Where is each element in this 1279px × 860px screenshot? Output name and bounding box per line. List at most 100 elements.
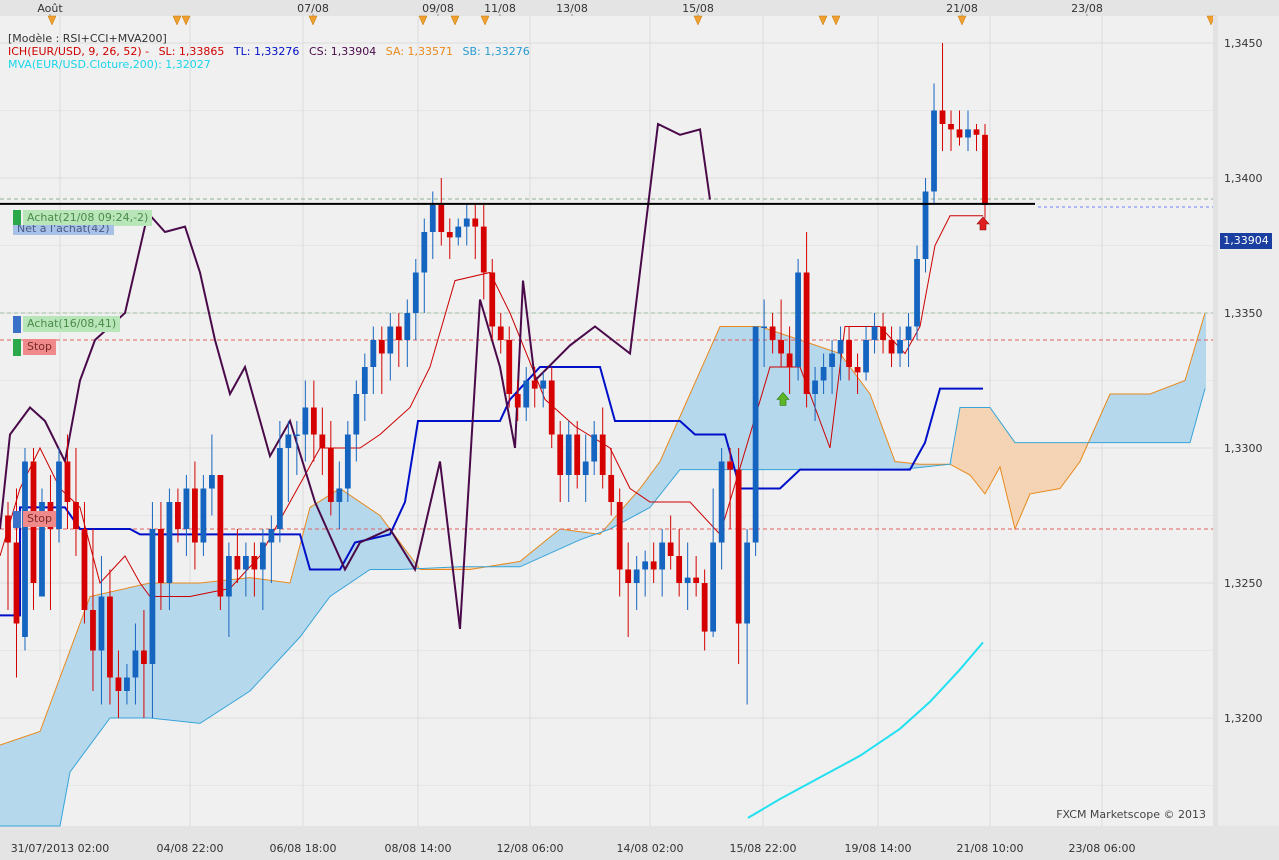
candle-body[interactable]: [158, 529, 164, 583]
candle-body[interactable]: [795, 272, 801, 368]
candle-body[interactable]: [166, 502, 173, 583]
candle-body[interactable]: [387, 326, 394, 354]
candle-body[interactable]: [667, 542, 674, 557]
candle-body[interactable]: [684, 577, 691, 583]
candle-body[interactable]: [276, 448, 283, 529]
candle-body[interactable]: [616, 502, 623, 570]
candle-body[interactable]: [302, 407, 309, 435]
candle-body[interactable]: [132, 650, 139, 678]
candle-body[interactable]: [5, 515, 11, 543]
candle-body[interactable]: [446, 232, 453, 238]
candle-body[interactable]: [268, 529, 275, 543]
candle-body[interactable]: [506, 340, 513, 394]
candle-body[interactable]: [863, 340, 869, 373]
candle-body[interactable]: [540, 380, 547, 389]
candle-body[interactable]: [438, 205, 445, 232]
candle-body[interactable]: [769, 326, 776, 341]
candle-body[interactable]: [242, 556, 249, 570]
candle-body[interactable]: [336, 488, 343, 503]
candle-body[interactable]: [344, 434, 351, 489]
order-label-stop1[interactable]: Stop: [23, 339, 57, 355]
candle-body[interactable]: [285, 434, 292, 449]
candle-body[interactable]: [404, 313, 411, 340]
candle-body[interactable]: [905, 326, 912, 341]
event-marker-icon[interactable]: [480, 15, 490, 26]
candle-body[interactable]: [574, 434, 581, 476]
candle-body[interactable]: [234, 556, 241, 570]
candle-body[interactable]: [625, 569, 632, 584]
buy-arrow-icon[interactable]: [776, 391, 790, 406]
candle-body[interactable]: [939, 110, 946, 125]
order-tag-achat1[interactable]: [13, 210, 21, 227]
candle-body[interactable]: [90, 610, 96, 651]
candle-body[interactable]: [73, 502, 79, 529]
candle-body[interactable]: [659, 542, 666, 570]
candle-body[interactable]: [489, 272, 496, 327]
candle-body[interactable]: [56, 461, 62, 530]
candle-body[interactable]: [982, 134, 988, 205]
candle-body[interactable]: [472, 218, 479, 227]
candle-body[interactable]: [701, 583, 708, 632]
candle-body[interactable]: [39, 502, 45, 597]
candle-body[interactable]: [710, 542, 717, 632]
candle-body[interactable]: [209, 475, 215, 489]
event-marker-icon[interactable]: [418, 15, 428, 26]
candle-body[interactable]: [752, 326, 759, 543]
candle-body[interactable]: [13, 542, 20, 624]
candle-body[interactable]: [931, 110, 937, 192]
event-marker-icon[interactable]: [450, 15, 460, 26]
candle-body[interactable]: [353, 394, 360, 435]
candle-body[interactable]: [259, 542, 266, 570]
candle-body[interactable]: [803, 272, 810, 395]
candle-body[interactable]: [429, 205, 436, 232]
candle-body[interactable]: [480, 226, 487, 273]
order-tag-stop2[interactable]: [13, 511, 21, 528]
event-marker-icon[interactable]: [831, 15, 841, 26]
candle-body[interactable]: [378, 340, 385, 354]
candle-body[interactable]: [914, 259, 920, 327]
candle-body[interactable]: [455, 226, 462, 238]
candle-body[interactable]: [693, 577, 700, 583]
order-label-net[interactable]: Net à l'achat(42): [13, 225, 114, 235]
candle-body[interactable]: [361, 367, 368, 394]
candle-body[interactable]: [557, 434, 564, 476]
candle-body[interactable]: [327, 448, 334, 502]
candle-body[interactable]: [141, 650, 147, 665]
candle-body[interactable]: [107, 596, 113, 678]
candle-body[interactable]: [718, 461, 725, 543]
candle-body[interactable]: [175, 502, 181, 529]
candle-body[interactable]: [370, 340, 377, 367]
candle-body[interactable]: [319, 434, 326, 449]
candle-body[interactable]: [115, 677, 122, 692]
candle-body[interactable]: [820, 367, 827, 381]
order-tag-achat2[interactable]: [13, 316, 21, 333]
event-marker-icon[interactable]: [181, 15, 191, 26]
candle-body[interactable]: [183, 488, 190, 530]
candle-body[interactable]: [421, 232, 428, 273]
candle-body[interactable]: [514, 394, 521, 408]
candle-body[interactable]: [888, 340, 895, 354]
order-label-achat2[interactable]: Achat(16/08,41): [23, 316, 121, 332]
candle-body[interactable]: [676, 556, 683, 583]
event-marker-icon[interactable]: [818, 15, 828, 26]
candle-body[interactable]: [251, 556, 258, 570]
candle-body[interactable]: [225, 556, 232, 597]
candle-body[interactable]: [463, 218, 470, 227]
candle-body[interactable]: [650, 561, 657, 570]
candle-body[interactable]: [735, 469, 742, 624]
candle-body[interactable]: [854, 367, 861, 373]
candle-body[interactable]: [531, 380, 538, 389]
candle-body[interactable]: [812, 380, 818, 395]
candle-body[interactable]: [880, 326, 886, 341]
candle-body[interactable]: [642, 561, 649, 570]
candle-body[interactable]: [523, 380, 530, 408]
candle-body[interactable]: [64, 461, 71, 503]
candle-body[interactable]: [744, 542, 751, 624]
candle-body[interactable]: [761, 326, 768, 329]
candle-body[interactable]: [565, 434, 572, 476]
event-marker-icon[interactable]: [47, 15, 57, 26]
candle-body[interactable]: [965, 129, 971, 138]
candle-body[interactable]: [81, 529, 88, 610]
